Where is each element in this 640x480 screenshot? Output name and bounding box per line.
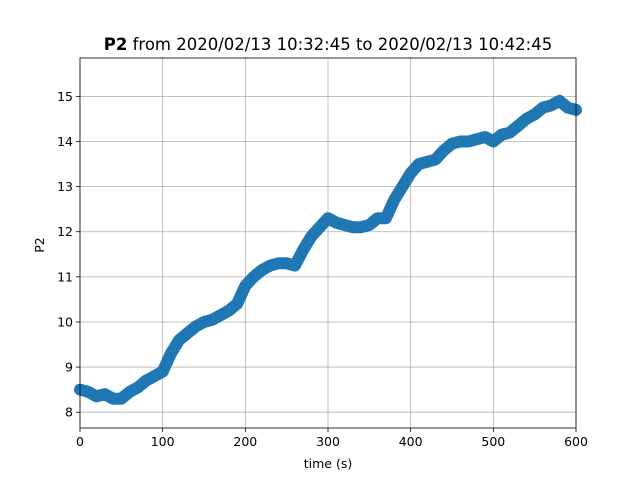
data-point: [541, 106, 545, 110]
data-point: [392, 198, 396, 202]
data-point: [566, 106, 570, 110]
x-tick-label: 400: [399, 434, 423, 449]
x-tick-label: 200: [233, 434, 257, 449]
data-point: [103, 392, 107, 396]
x-tick-label: 500: [481, 434, 505, 449]
data-point: [359, 225, 363, 229]
y-tick-label: 12: [57, 224, 73, 239]
series-layer: [74, 94, 582, 405]
data-point: [136, 385, 140, 389]
data-point: [111, 397, 115, 401]
y-axis: 8 9 10 11 12 13 14 15: [57, 89, 80, 420]
y-tick-label: 15: [57, 89, 73, 104]
y-tick-label: 8: [65, 405, 73, 420]
data-point: [458, 140, 462, 143]
data-point: [334, 221, 338, 225]
data-point: [343, 223, 346, 227]
data-point: [367, 223, 371, 227]
data-point: [326, 216, 330, 220]
data-point: [549, 103, 553, 107]
data-point: [86, 390, 90, 394]
data-point: [161, 370, 165, 374]
x-axis-label: time (s): [304, 456, 352, 471]
data-point: [483, 135, 487, 139]
x-tick-label: 600: [564, 434, 588, 449]
data-point: [177, 338, 181, 342]
data-point: [260, 268, 264, 272]
data-point: [301, 248, 305, 252]
y-tick-label: 11: [57, 269, 73, 284]
data-point: [400, 185, 404, 189]
data-point: [491, 140, 495, 143]
data-point: [450, 142, 454, 146]
data-point: [475, 137, 479, 141]
data-point: [194, 325, 198, 328]
data-point: [500, 133, 504, 137]
data-point: [310, 234, 313, 238]
data-point: [235, 302, 239, 306]
data-point: [202, 320, 206, 324]
data-point: [169, 352, 173, 355]
y-tick-label: 14: [57, 134, 73, 149]
data-point: [516, 124, 520, 128]
data-point: [417, 162, 421, 166]
x-tick-label: 0: [76, 434, 84, 449]
data-point: [186, 331, 189, 335]
y-tick-label: 13: [57, 179, 73, 194]
chart-title-range: from 2020/02/13 10:32:45 to 2020/02/13 1…: [127, 35, 552, 54]
data-point: [409, 171, 413, 175]
data-point: [219, 313, 222, 317]
data-point: [533, 112, 537, 116]
data-point: [524, 117, 528, 121]
data-point: [293, 264, 297, 268]
y-tick-label: 10: [57, 314, 73, 329]
data-point: [434, 158, 437, 161]
y-tick-label: 9: [65, 360, 73, 375]
chart-title: P2 from 2020/02/13 10:32:45 to 2020/02/1…: [104, 35, 552, 54]
data-point: [376, 216, 380, 220]
data-point: [318, 225, 322, 229]
data-point: [467, 140, 470, 143]
data-point: [95, 394, 98, 398]
data-point: [268, 264, 272, 268]
data-point: [442, 149, 446, 152]
x-tick-label: 100: [151, 434, 175, 449]
data-point: [351, 225, 355, 229]
chart-title-series: P2: [104, 35, 128, 54]
data-point: [425, 160, 429, 164]
data-point: [384, 216, 388, 220]
data-point: [285, 261, 289, 265]
data-point: [227, 309, 231, 313]
data-point: [210, 318, 214, 322]
x-axis: 0 100 200 300 400 500 600: [76, 428, 588, 449]
data-point: [252, 275, 256, 279]
data-point: [508, 131, 512, 134]
y-axis-label: P2: [32, 237, 47, 253]
data-point: [128, 390, 132, 394]
data-point: [119, 397, 123, 401]
data-point: [144, 379, 148, 383]
data-point: [243, 284, 247, 288]
data-point: [152, 374, 156, 378]
x-tick-label: 300: [316, 434, 340, 449]
data-point: [276, 261, 280, 265]
data-point: [558, 99, 561, 103]
